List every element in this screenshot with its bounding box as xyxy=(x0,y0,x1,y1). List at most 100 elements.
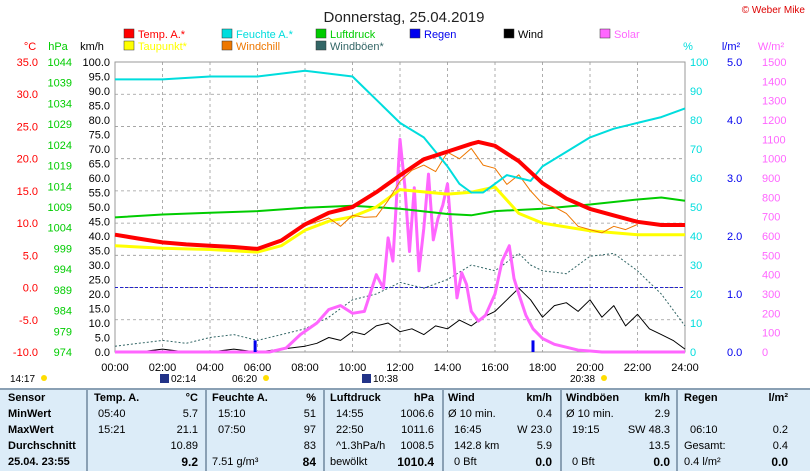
wind-tick-label: 20.0 xyxy=(89,289,110,301)
humidity-absolute: 7.51 g/m³ xyxy=(212,456,259,468)
column-separator xyxy=(560,388,562,471)
stats-min-row: MinWert 05:40 5.7 15:10 51 14:55 1006.6 … xyxy=(0,407,810,422)
column-separator xyxy=(442,388,444,471)
statistics-table: Sensor Temp. A. °C Feuchte A. % Luftdruc… xyxy=(0,388,810,471)
column-separator xyxy=(205,388,207,471)
solar-tick-label: 0 xyxy=(762,347,768,359)
weather-chart: Donnerstag, 25.04.2019 © Weber Mike Temp… xyxy=(10,5,805,385)
temp-tick-label: -10.0 xyxy=(13,347,38,359)
rain-max-time: 06:10 xyxy=(690,424,718,436)
solar-tick-label: 600 xyxy=(762,231,780,243)
solar-tick-label: 300 xyxy=(762,289,780,301)
wind-avg: 5.9 xyxy=(536,440,552,452)
series-feuchtea-line xyxy=(115,69,686,194)
temp-max: 21.1 xyxy=(176,424,198,436)
humidity-tick-label: 90 xyxy=(690,86,702,98)
temp-current: 9.2 xyxy=(181,455,198,469)
x-tick-label: 06:00 xyxy=(244,362,272,374)
temp-tick-label: 0.0 xyxy=(23,283,38,295)
wind-bft: 0 Bft xyxy=(454,456,477,468)
legend-swatch xyxy=(409,28,421,39)
humidity-tick-label: 80 xyxy=(690,115,702,127)
temp-max-time: 15:21 xyxy=(98,424,126,436)
gusts-header: Windböen xyxy=(566,392,620,404)
pressure-tick-label: 1024 xyxy=(48,140,72,152)
humidity-tick-label: 0 xyxy=(690,347,696,359)
rain-rate: 0.4 l/m² xyxy=(684,456,721,468)
rain-tick-label: 4.0 xyxy=(727,115,742,127)
legend-label: Windböen* xyxy=(330,41,385,53)
humidity-current: 84 xyxy=(302,455,316,469)
max-label: MaxWert xyxy=(8,424,54,436)
series-luftdruck-line xyxy=(114,196,686,219)
rain-unit: l/m² xyxy=(768,392,788,404)
wind-tick-label: 35.0 xyxy=(89,246,110,258)
pressure-tick-label: 1009 xyxy=(48,202,72,214)
wind-tick-label: 5.0 xyxy=(95,333,110,345)
wind-tick-label: 80.0 xyxy=(89,115,110,127)
x-tick-label: 08:00 xyxy=(291,362,319,374)
legend-swatch xyxy=(123,40,135,51)
wind-unit-label: km/h xyxy=(80,41,104,53)
legend-label: Regen xyxy=(424,29,456,41)
pressure-min: 1006.6 xyxy=(400,408,434,420)
pressure-tick-label: 984 xyxy=(54,306,72,318)
solar-tick-label: 1100 xyxy=(762,134,786,146)
x-tick-label: 04:00 xyxy=(196,362,224,374)
solar-tick-label: 900 xyxy=(762,173,780,185)
axis-units: °C hPa km/h% l/m² W/m² xyxy=(24,41,785,53)
wind-tick-label: 60.0 xyxy=(89,173,110,185)
pressure-min-time: 14:55 xyxy=(336,408,364,420)
wind-tick-label: 0.0 xyxy=(95,347,110,359)
rain-header: Regen xyxy=(684,392,718,404)
wind-tick-label: 55.0 xyxy=(89,188,110,200)
humidity-unit: % xyxy=(306,392,316,404)
temp-avg: 10.89 xyxy=(170,440,198,452)
wind-avg10: 0.4 xyxy=(536,408,552,420)
humidity-tick-label: 10 xyxy=(690,318,702,330)
gusts-max-time: 19:15 xyxy=(572,424,600,436)
wind-tick-label: 45.0 xyxy=(89,217,110,229)
rain-tick-label: 1.0 xyxy=(727,289,742,301)
humidity-tick-label: 30 xyxy=(690,260,702,272)
wind-tick-label: 95.0 xyxy=(89,72,110,84)
legend-label: Luftdruck xyxy=(330,29,376,41)
gusts-bft: 0 Bft xyxy=(572,456,595,468)
sensor-label: Sensor xyxy=(8,392,46,404)
moonset-icon xyxy=(362,374,371,383)
solar-tick-label: 1400 xyxy=(762,76,786,88)
wind-avg10-label: Ø 10 min. xyxy=(448,408,496,420)
sunset-label: 20:38 xyxy=(570,374,595,385)
pressure-tick-label: 999 xyxy=(54,243,72,255)
wind-tick-label: 100.0 xyxy=(82,57,110,69)
temp-header: Temp. A. xyxy=(94,392,140,404)
legend-swatch xyxy=(315,28,327,39)
rain-max: 0.2 xyxy=(772,424,788,436)
pressure-tick-label: 974 xyxy=(54,347,72,359)
pressure-current: 1010.4 xyxy=(397,455,434,469)
min-label: MinWert xyxy=(8,408,52,420)
pressure-header: Luftdruck xyxy=(330,392,381,404)
rain-tick-label: 3.0 xyxy=(727,173,742,185)
legend-swatch xyxy=(123,28,135,39)
humidity-header: Feuchte A. xyxy=(212,392,268,404)
pressure-tick-label: 979 xyxy=(54,326,72,338)
humidity-unit-label: % xyxy=(683,41,693,53)
wind-tick-label: 70.0 xyxy=(89,144,110,156)
series-tempa-line xyxy=(114,139,685,251)
x-tick-label: 20:00 xyxy=(576,362,604,374)
solar-tick-label: 100 xyxy=(762,328,780,340)
wind-tick-label: 90.0 xyxy=(89,86,110,98)
wind-tick-label: 85.0 xyxy=(89,101,110,113)
wind-tick-label: 10.0 xyxy=(89,318,110,330)
gusts-current: 0.0 xyxy=(653,455,670,469)
wind-unit: km/h xyxy=(526,392,552,404)
column-separator xyxy=(323,388,325,471)
pressure-tick-label: 1044 xyxy=(48,57,72,69)
temp-tick-label: 5.0 xyxy=(23,250,38,262)
x-tick-label: 14:00 xyxy=(434,362,462,374)
rain-tick-label: 2.0 xyxy=(727,231,742,243)
humidity-tick-label: 50 xyxy=(690,202,702,214)
pressure-tick-label: 1034 xyxy=(48,98,72,110)
gusts-max: SW 48.3 xyxy=(627,424,670,436)
